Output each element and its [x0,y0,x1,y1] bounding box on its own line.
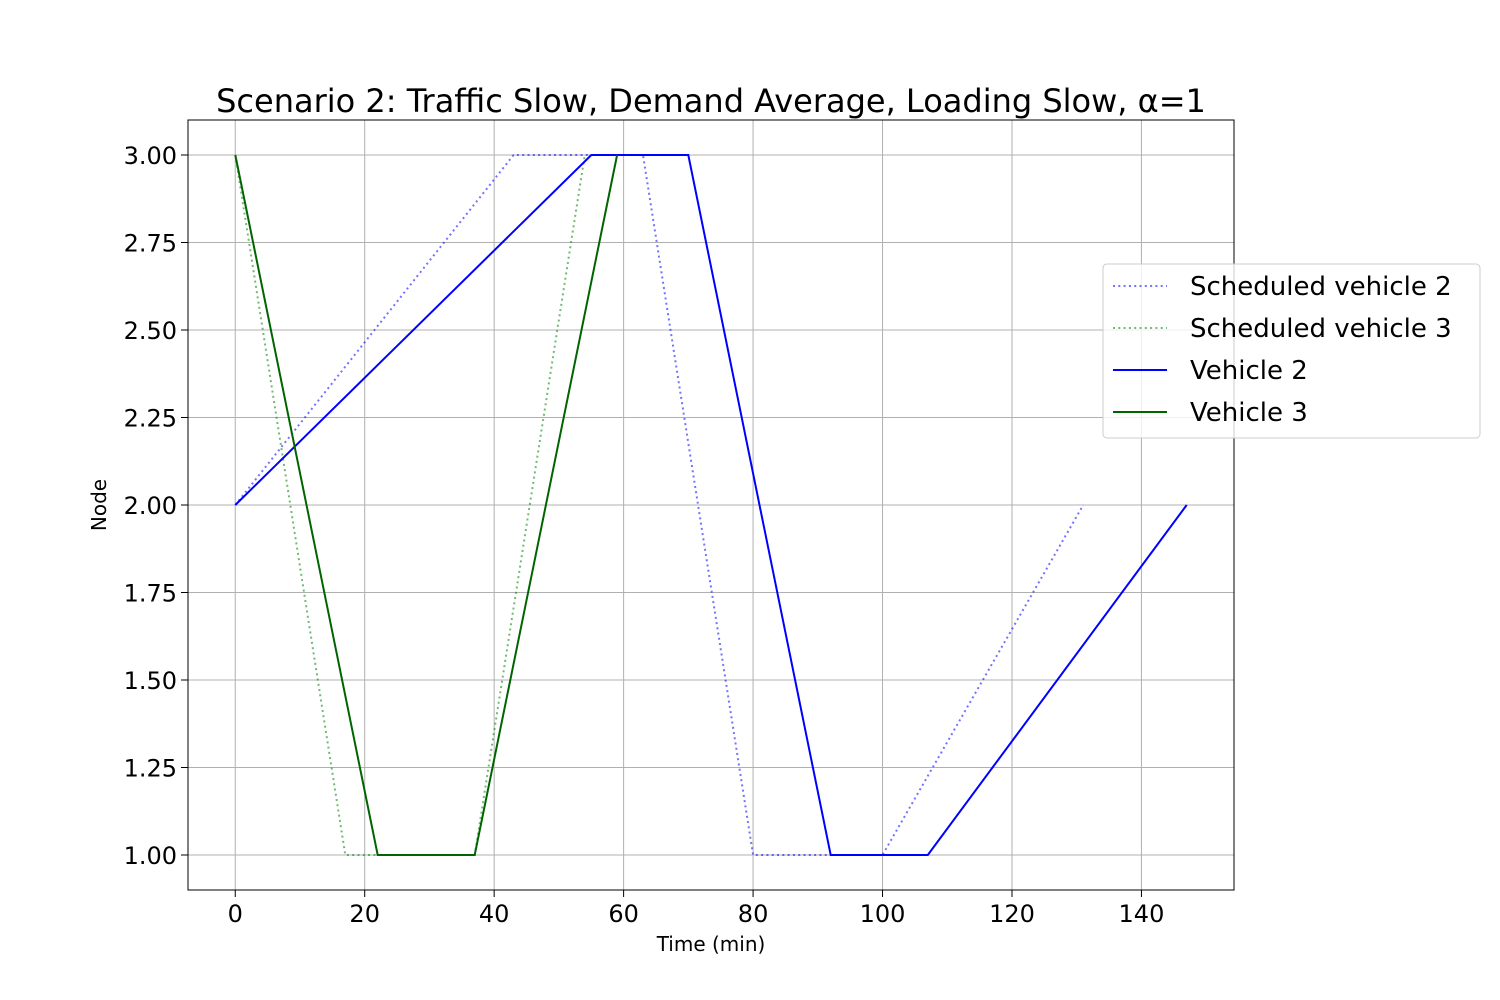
series-layer [234,154,1188,856]
legend-box [1102,263,1481,439]
x-tick-label: 0 [228,900,243,928]
legend: Scheduled vehicle 2 Scheduled vehicle 3 Ve… [1102,263,1481,439]
y-tick-label: 2.75 [124,230,177,258]
grid [188,120,1234,890]
x-tick-label: 80 [738,900,769,928]
y-tick-label: 1.00 [124,842,177,870]
x-tick-label: 120 [989,900,1035,928]
legend-label: Scheduled vehicle 3 [1190,314,1452,344]
axis-ticks: 0 20 40 60 80 100 120 140 1.00 1.25 1.50 1.75 2.00 2.… [124,142,1165,928]
legend-label: Scheduled vehicle 2 [1190,272,1452,302]
series-line-4 [234,154,619,856]
y-axis-label: Node [87,479,111,531]
y-tick-label: 1.50 [124,667,177,695]
chart-title: Scenario 2: Traffic Slow, Demand Average… [216,82,1206,120]
y-tick-label: 1.75 [124,580,177,608]
x-tick-label: 20 [349,900,380,928]
x-axis-label: Time (min) [656,932,766,956]
series-line-3 [234,154,1188,856]
x-tick-label: 60 [608,900,639,928]
legend-label: Vehicle 3 [1190,398,1308,428]
x-tick-label: 140 [1119,900,1165,928]
legend-label: Vehicle 2 [1190,356,1308,386]
x-tick-label: 40 [479,900,510,928]
y-tick-label: 1.25 [124,755,177,783]
y-tick-label: 3.00 [124,142,177,170]
x-tick-label: 100 [860,900,906,928]
y-tick-label: 2.25 [124,405,177,433]
series-line-1 [234,154,1085,856]
y-tick-label: 2.00 [124,492,177,520]
y-tick-label: 2.50 [124,317,177,345]
